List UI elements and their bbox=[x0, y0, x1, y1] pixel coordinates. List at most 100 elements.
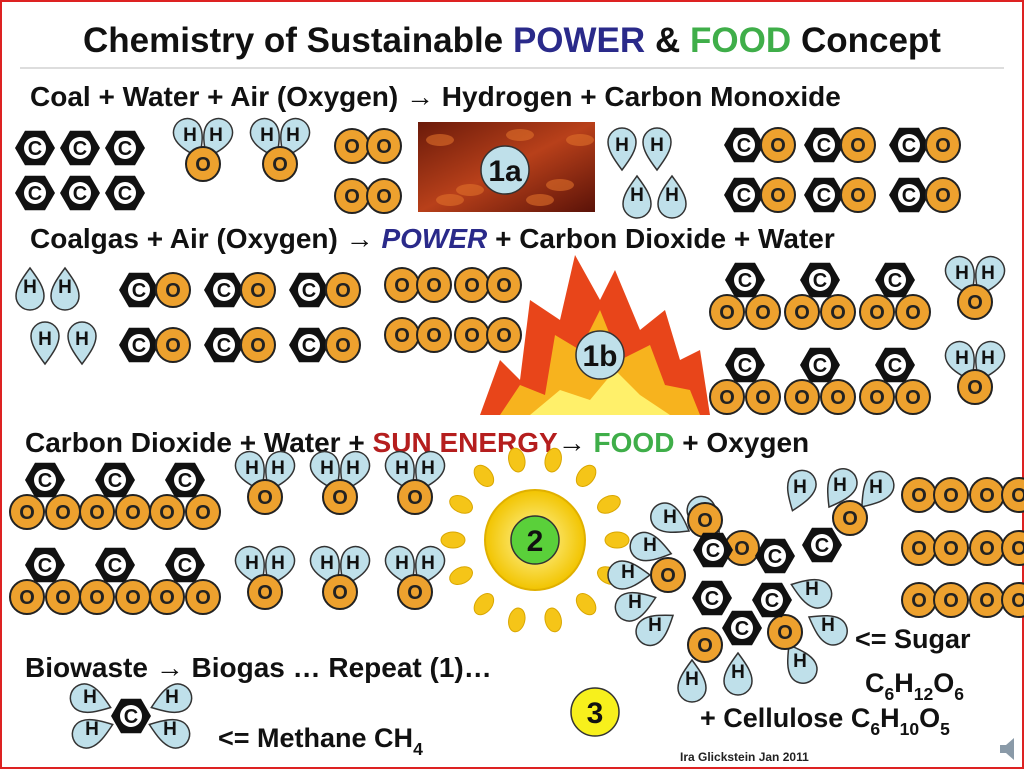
cellulose-label-part: H bbox=[880, 703, 900, 733]
step-label: 1b bbox=[582, 340, 617, 373]
oxygen-symbol: O bbox=[905, 387, 921, 409]
hydrogen-symbol: H bbox=[346, 458, 360, 479]
oxygen-symbol: O bbox=[257, 582, 273, 604]
oxygen-symbol: O bbox=[943, 590, 959, 612]
hydrogen-symbol: H bbox=[793, 651, 807, 672]
carbon-symbol: C bbox=[902, 185, 916, 207]
sugar-formula-part: 6 bbox=[954, 684, 964, 704]
carbon-symbol: C bbox=[738, 270, 752, 292]
ember-spot bbox=[566, 134, 594, 146]
carbon-symbol: C bbox=[737, 185, 751, 207]
oxygen-symbol: O bbox=[426, 325, 442, 347]
hydrogen-symbol: H bbox=[320, 553, 334, 574]
equation-photosynthesis-part: + Oxygen bbox=[682, 427, 809, 458]
oxygen-symbol: O bbox=[911, 590, 927, 612]
carbon-symbol: C bbox=[302, 280, 316, 302]
hydrogen-symbol: H bbox=[245, 553, 259, 574]
oxygen-symbol: O bbox=[967, 292, 983, 314]
oxygen-symbol: O bbox=[869, 302, 885, 324]
oxygen-symbol: O bbox=[911, 485, 927, 507]
hydrogen-symbol: H bbox=[663, 507, 677, 528]
oxygen-symbol: O bbox=[332, 582, 348, 604]
oxygen-symbol: O bbox=[55, 587, 71, 609]
oxygen-symbol: O bbox=[755, 302, 771, 324]
oxygen-symbol: O bbox=[943, 538, 959, 560]
ember-spot bbox=[506, 129, 534, 141]
hydrogen-symbol: H bbox=[869, 477, 883, 498]
equation-coalgas-part: Coalgas + Air (Oxygen) → bbox=[30, 223, 374, 254]
equation-biowaste: Biowaste → Biogas … Repeat (1)… bbox=[25, 652, 492, 683]
hydrogen-symbol: H bbox=[665, 185, 679, 206]
oxygen-symbol: O bbox=[335, 280, 351, 302]
oxygen-symbol: O bbox=[394, 325, 410, 347]
step-label: 3 bbox=[587, 697, 604, 730]
sugar-formula-part: 12 bbox=[914, 684, 934, 704]
oxygen-symbol: O bbox=[967, 377, 983, 399]
hydrogen-symbol: H bbox=[85, 719, 99, 740]
hydrogen-symbol: H bbox=[615, 135, 629, 156]
oxygen-symbol: O bbox=[272, 154, 288, 176]
oxygen-symbol: O bbox=[344, 136, 360, 158]
hydrogen-symbol: H bbox=[183, 125, 197, 146]
oxygen-symbol: O bbox=[250, 280, 266, 302]
oxygen-symbol: O bbox=[426, 275, 442, 297]
oxygen-symbol: O bbox=[943, 485, 959, 507]
oxygen-symbol: O bbox=[496, 275, 512, 297]
oxygen-symbol: O bbox=[777, 622, 793, 644]
carbon-symbol: C bbox=[888, 270, 902, 292]
carbon-symbol: C bbox=[768, 546, 782, 568]
carbon-symbol: C bbox=[817, 185, 831, 207]
hydrogen-symbol: H bbox=[286, 125, 300, 146]
hydrogen-symbol: H bbox=[38, 329, 52, 350]
carbon-symbol: C bbox=[132, 335, 146, 357]
title-part: & bbox=[655, 21, 680, 60]
equation-coal-part: Coal + Water + Air (Oxygen) → Hydrogen +… bbox=[30, 81, 841, 112]
oxygen-symbol: O bbox=[55, 502, 71, 524]
hydrogen-symbol: H bbox=[58, 277, 72, 298]
hydrogen-symbol: H bbox=[685, 669, 699, 690]
hydrogen-symbol: H bbox=[621, 562, 635, 583]
oxygen-symbol: O bbox=[660, 565, 676, 587]
oxygen-symbol: O bbox=[496, 325, 512, 347]
carbon-symbol: C bbox=[73, 183, 87, 205]
ember-spot bbox=[456, 184, 484, 196]
ember-spot bbox=[526, 194, 554, 206]
equation-coalgas-part: POWER bbox=[381, 223, 488, 254]
oxygen-symbol: O bbox=[830, 387, 846, 409]
hydrogen-symbol: H bbox=[981, 348, 995, 369]
carbon-symbol: C bbox=[765, 590, 779, 612]
hydrogen-symbol: H bbox=[163, 719, 177, 740]
hydrogen-symbol: H bbox=[395, 458, 409, 479]
hydrogen-symbol: H bbox=[83, 687, 97, 708]
oxygen-symbol: O bbox=[794, 302, 810, 324]
slide: Chemistry of SustainablePOWER&FOODConcep… bbox=[0, 0, 1024, 769]
carbon-symbol: C bbox=[118, 138, 132, 160]
ember-spot bbox=[426, 134, 454, 146]
oxygen-symbol: O bbox=[935, 135, 951, 157]
oxygen-symbol: O bbox=[719, 387, 735, 409]
oxygen-symbol: O bbox=[830, 302, 846, 324]
hydrogen-symbol: H bbox=[955, 348, 969, 369]
hydrogen-symbol: H bbox=[245, 458, 259, 479]
hydrogen-symbol: H bbox=[271, 458, 285, 479]
oxygen-symbol: O bbox=[394, 275, 410, 297]
oxygen-symbol: O bbox=[125, 502, 141, 524]
hydrogen-symbol: H bbox=[731, 662, 745, 683]
equation-photosynthesis-part: → bbox=[558, 427, 586, 458]
oxygen-symbol: O bbox=[464, 325, 480, 347]
carbon-symbol: C bbox=[817, 135, 831, 157]
hydrogen-symbol: H bbox=[630, 185, 644, 206]
oxygen-symbol: O bbox=[1011, 538, 1024, 560]
oxygen-symbol: O bbox=[125, 587, 141, 609]
oxygen-symbol: O bbox=[159, 587, 175, 609]
hydrogen-symbol: H bbox=[805, 579, 819, 600]
carbon-symbol: C bbox=[38, 555, 52, 577]
carbon-symbol: C bbox=[738, 355, 752, 377]
carbon-symbol: C bbox=[38, 470, 52, 492]
cellulose-label-part: + Cellulose bbox=[700, 703, 843, 733]
carbon-symbol: C bbox=[28, 183, 42, 205]
oxygen-symbol: O bbox=[979, 590, 995, 612]
oxygen-symbol: O bbox=[697, 510, 713, 532]
carbon-symbol: C bbox=[108, 555, 122, 577]
